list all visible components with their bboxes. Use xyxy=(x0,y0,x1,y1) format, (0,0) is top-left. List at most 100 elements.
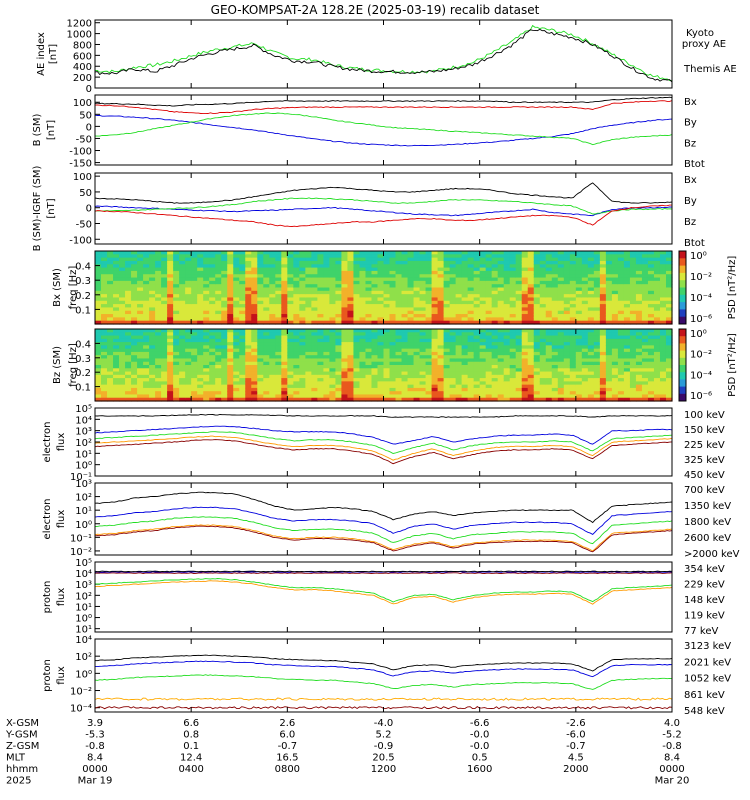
spectrogram-cell xyxy=(665,267,673,272)
spectrogram-cell xyxy=(545,267,553,272)
spectrogram-cell xyxy=(347,287,355,292)
spectrogram-cell xyxy=(395,335,403,340)
spectrogram-cell xyxy=(455,394,463,399)
spectrogram-cell xyxy=(371,332,379,337)
panel-ylabel: flux xyxy=(56,510,67,529)
spectrogram-cell xyxy=(329,329,337,333)
spectrogram-cell xyxy=(209,394,216,399)
spectrogram-cell xyxy=(107,335,114,340)
spectrogram-cell xyxy=(515,300,523,305)
spectrogram-cell xyxy=(533,317,541,322)
spectrogram-cell xyxy=(293,384,300,389)
spectrogram-cell xyxy=(605,304,613,309)
spectrogram-cell xyxy=(407,251,415,255)
spectrogram-cell xyxy=(347,310,355,315)
spectrogram-cell xyxy=(389,348,397,353)
spectrogram-cell xyxy=(407,348,415,353)
spectrogram-cell xyxy=(395,251,403,255)
spectrogram-cell xyxy=(137,348,144,353)
spectrogram-cell xyxy=(467,260,475,265)
spectrogram-cell xyxy=(269,290,276,295)
spectrogram-cell xyxy=(233,368,240,373)
spectrogram-cell xyxy=(269,300,276,305)
spectrogram-cell xyxy=(263,329,270,333)
spectrogram-cell xyxy=(605,257,613,262)
spectrogram-cell xyxy=(173,277,180,282)
spectrogram-cell xyxy=(521,310,529,315)
spectrogram-cell xyxy=(467,254,475,259)
colorbar-frame xyxy=(678,250,687,325)
ytick-label: 10⁻¹ xyxy=(70,472,92,483)
spectrogram-cell xyxy=(197,342,204,346)
spectrogram-cell xyxy=(593,264,601,269)
spectrogram-cell xyxy=(365,264,373,269)
spectrogram-cell xyxy=(359,300,367,305)
spectrogram-cell xyxy=(413,351,421,356)
spectrogram-cell xyxy=(269,348,276,353)
spectrogram-cell xyxy=(431,267,439,272)
spectrogram-cell xyxy=(617,287,625,292)
spectrogram-cell xyxy=(413,287,421,292)
spectrogram-cell xyxy=(101,381,108,386)
spectrogram-cell xyxy=(107,348,114,353)
spectrogram-cell xyxy=(287,284,294,289)
spectrogram-cell xyxy=(605,371,613,376)
spectrogram-cell xyxy=(251,251,258,255)
spectrogram-cell xyxy=(419,338,427,343)
spectrogram-cell xyxy=(587,264,595,269)
spectrogram-cell xyxy=(587,280,595,285)
spectrogram-cell xyxy=(389,368,397,373)
spectrogram-cell xyxy=(257,384,264,389)
spectrogram-cell xyxy=(623,348,631,353)
spectrogram-cell xyxy=(323,378,331,382)
spectrogram-cell xyxy=(245,277,252,282)
spectrogram-cell xyxy=(521,270,529,275)
spectrogram-cell xyxy=(641,270,649,275)
spectrogram-cell xyxy=(389,338,397,343)
spectrogram-cell xyxy=(455,351,463,356)
spectrogram-cell xyxy=(647,368,655,373)
spectrogram-cell xyxy=(509,320,517,325)
spectrogram-cell xyxy=(437,260,445,265)
spectrogram-cell xyxy=(641,260,649,265)
spectrogram-cell xyxy=(323,387,331,392)
spectrogram-cell xyxy=(341,397,349,402)
spectrogram-cell xyxy=(371,351,379,356)
spectrogram-cell xyxy=(653,381,661,386)
spectrogram-cell xyxy=(215,361,222,366)
spectrogram-cell xyxy=(521,394,529,399)
spectrogram-cell xyxy=(521,284,529,289)
spectrogram-cell xyxy=(491,351,499,356)
spectrogram-cell xyxy=(239,351,246,356)
spectrogram-cell xyxy=(293,294,300,299)
ytick-label: 10² xyxy=(75,591,92,602)
spectrogram-cell xyxy=(647,378,655,382)
spectrogram-cell xyxy=(149,342,156,346)
spectrogram-cell xyxy=(221,290,228,295)
spectrogram-cell xyxy=(95,368,102,373)
spectrogram-cell xyxy=(425,332,433,337)
spectrogram-cell xyxy=(647,297,655,302)
ytick-label: -150 xyxy=(69,159,92,170)
spectrogram-cell xyxy=(461,338,469,343)
spectrogram-cell xyxy=(221,387,228,392)
spectrogram-cell xyxy=(419,284,427,289)
spectrogram-cell xyxy=(635,290,643,295)
spectrogram-cell xyxy=(287,391,294,396)
spectrogram-cell xyxy=(653,260,661,265)
spectrogram-cell xyxy=(317,345,324,350)
spectrogram-cell xyxy=(107,378,114,382)
spectrogram-cell xyxy=(323,361,331,366)
spectrogram-cell xyxy=(191,284,198,289)
spectrogram-cell xyxy=(377,257,385,262)
spectrogram-cell xyxy=(389,378,397,382)
spectrogram-cell xyxy=(431,310,439,315)
spectrogram-cell xyxy=(641,361,649,366)
spectrogram-cell xyxy=(473,314,481,318)
spectrogram-cell xyxy=(401,317,409,322)
spectrogram-cell xyxy=(203,257,210,262)
spectrogram-cell xyxy=(245,294,252,299)
panel-ylabel: [nT] xyxy=(46,198,57,218)
spectrogram-cell xyxy=(443,394,451,399)
